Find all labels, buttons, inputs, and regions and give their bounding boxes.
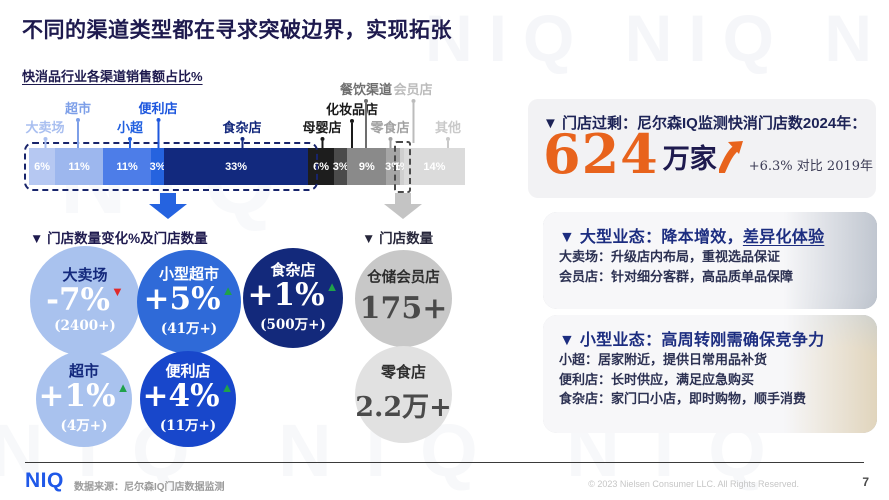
bubble-snack-store: 零食店 2.2万+ bbox=[355, 346, 452, 443]
chart-subtitle: 快消品行业各渠道销售额占比% bbox=[22, 69, 203, 84]
channel-label-grocery: 食杂店 bbox=[222, 120, 262, 148]
connector-dot bbox=[363, 99, 368, 103]
info-card-title: ▼ 大型业态：降本增效，差异化体验 bbox=[559, 229, 825, 246]
connector-dot bbox=[42, 137, 47, 141]
info-card-small-format: ▼ 小型业态：高周转刚需确保竞争力 小超：居家附近，提供日常用品补货 便利店：长… bbox=[543, 315, 877, 433]
info-card-line: 会员店：针对细分客群，高品质单品保障 bbox=[559, 268, 794, 284]
connector-line bbox=[411, 103, 414, 143]
connector-dot bbox=[445, 137, 450, 141]
down-arrow-gray-icon bbox=[384, 193, 422, 224]
bar-segment-mini-super: 11% bbox=[103, 148, 152, 185]
info-card-line: 大卖场：升级店内布局，重视选品保证 bbox=[559, 249, 781, 264]
down-triangle-icon: ▼ bbox=[111, 283, 124, 299]
stat-card-title: ▼ 门店过剩：尼尔森IQ监测快消门店数2024年： bbox=[543, 115, 867, 132]
connector-dot bbox=[155, 118, 160, 122]
bar-segment-foodservice: 9% bbox=[347, 148, 387, 185]
connector-line bbox=[320, 141, 323, 148]
info-card-title: ▼ 小型业态：高周转刚需确保竞争力 bbox=[559, 332, 825, 349]
info-card-line: 小超：居家附近，提供日常用品补货 bbox=[559, 352, 768, 367]
connector-dot bbox=[387, 137, 392, 141]
copyright-text: © 2023 Nielsen Consumer LLC. All Rights … bbox=[588, 479, 799, 489]
bar-segment-convenience: 3% bbox=[150, 148, 166, 185]
page-number: 7 bbox=[862, 475, 869, 489]
connector-dot bbox=[410, 99, 415, 103]
up-triangle-icon: ▲ bbox=[325, 278, 339, 294]
connector-line bbox=[76, 122, 79, 148]
niq-watermark: NIQ NIQ NIQ bbox=[425, 1, 889, 75]
up-swoosh-arrow-icon bbox=[718, 141, 743, 178]
bar-segment-hypermarket: 6% bbox=[29, 148, 56, 185]
bubble-warehouse-club: 仓储会员店 175+ bbox=[355, 250, 452, 347]
channel-label-mini-super: 小超 bbox=[117, 120, 143, 148]
connector-dot bbox=[349, 119, 354, 123]
channel-label-baby: 母婴店 bbox=[302, 120, 342, 148]
bubble-mini-supermarket: 小型超市 +5% ▲ (41万+) bbox=[137, 250, 241, 354]
up-triangle-icon: ▲ bbox=[220, 379, 234, 395]
connector-dot bbox=[319, 137, 324, 141]
bubble-supermarket: 超市 +1% ▲ (4万+) bbox=[36, 351, 132, 447]
data-source-note: 数据来源：尼尔森IQ门店数据监测 bbox=[74, 482, 225, 493]
stat-big-number: 624 bbox=[543, 122, 659, 186]
connector-line bbox=[350, 123, 353, 148]
up-triangle-icon: ▲ bbox=[116, 379, 130, 395]
connector-line bbox=[364, 103, 367, 148]
bar-segment-other: 14% bbox=[403, 148, 465, 185]
channel-label-club: 会员店 bbox=[393, 82, 433, 143]
bar-segment-cosmetics: 3% bbox=[333, 148, 349, 185]
channel-label-foodservice: 餐饮渠道 bbox=[340, 82, 392, 148]
niq-logo: NIQ bbox=[25, 469, 64, 492]
connector-dot bbox=[75, 118, 80, 122]
channel-label-snack: 零食店 bbox=[370, 120, 410, 148]
section-heading-store-count: ▼ 门店数量 bbox=[362, 231, 434, 246]
connector-dot bbox=[127, 137, 132, 141]
info-card-line: 便利店：长时供应，满足应急购买 bbox=[559, 371, 755, 387]
connector-line bbox=[156, 122, 159, 148]
page-title: 不同的渠道类型都在寻求突破边界，实现拓张 bbox=[22, 19, 452, 42]
channel-label-hypermarket: 大卖场 bbox=[25, 120, 65, 148]
footer-divider bbox=[25, 462, 864, 463]
stat-note: +6.3% 对比 2019年 bbox=[748, 159, 874, 175]
channel-label-other: 其他 bbox=[435, 120, 461, 148]
connector-line bbox=[446, 141, 449, 148]
bar-segment-snack: 3% bbox=[385, 148, 401, 185]
connector-line bbox=[240, 141, 243, 148]
info-card-large-format: ▼ 大型业态：降本增效，差异化体验 大卖场：升级店内布局，重视选品保证 会员店：… bbox=[543, 212, 877, 309]
channel-label-supermarket: 超市 bbox=[65, 101, 91, 148]
connector-dot bbox=[239, 137, 244, 141]
bar-segment-supermarket: 11% bbox=[55, 148, 104, 185]
channel-label-convenience: 便利店 bbox=[138, 101, 178, 148]
stat-card-store-total: ▼ 门店过剩：尼尔森IQ监测快消门店数2024年： 624 万家 +6.3% 对… bbox=[528, 99, 876, 198]
bubble-hypermarket: 大卖场 -7% ▼ (2400+) bbox=[30, 246, 140, 356]
up-triangle-icon: ▲ bbox=[221, 282, 235, 298]
down-arrow-blue-icon bbox=[149, 193, 187, 224]
info-card-line: 食杂店：家门口小店，即时购物，顺手消费 bbox=[559, 391, 807, 406]
stat-unit: 万家 bbox=[662, 144, 717, 175]
bubble-grocery: 食杂店 +1% ▲ (500万+) bbox=[243, 248, 343, 348]
blue-group-dashed-outline bbox=[24, 142, 318, 191]
connector-line bbox=[388, 141, 391, 148]
club-segment-dashed-outline bbox=[394, 141, 411, 193]
connector-line bbox=[128, 141, 131, 148]
stacked-bar: 6% 11% 11% 3% 33% 6% 3% 9% 3% 1% 14% bbox=[29, 148, 465, 185]
bar-segment-grocery: 33% bbox=[164, 148, 309, 185]
bubble-convenience: 便利店 +4% ▲ (11万+) bbox=[140, 351, 236, 447]
section-heading-store-change: ▼ 门店数量变化%及门店数量 bbox=[30, 231, 208, 246]
connector-line bbox=[43, 141, 46, 148]
bar-segment-baby: 6% bbox=[308, 148, 335, 185]
